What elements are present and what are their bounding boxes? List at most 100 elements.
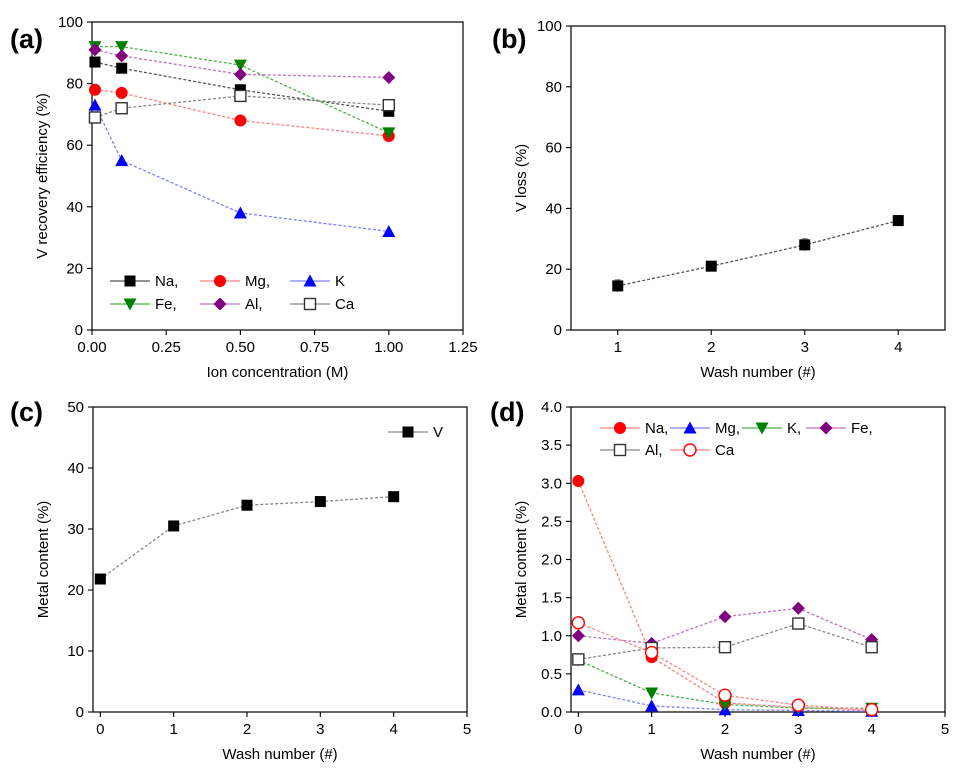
y-tick-label: 3.0 [541,475,562,492]
legend-label: Al, [645,442,663,459]
data-point [94,573,106,585]
legend-marker [303,297,317,311]
series-line [578,689,872,712]
y-axis-label: V recovery efficiency (%) [34,93,51,259]
series-line [94,95,389,119]
legend-label: Mg, [245,273,270,290]
series-line [94,45,390,134]
legend-label: Ca [335,296,355,313]
x-tick-label: 1 [614,339,622,356]
x-tick-label: 1 [169,721,177,738]
data-point [644,645,659,660]
x-tick-label: 5 [463,721,471,738]
legend-marker [303,274,317,287]
data-point [314,496,326,508]
data-point [88,83,101,96]
data-point [115,49,129,63]
data-point [705,260,717,272]
panel-label: (c) [10,397,43,427]
data-point [115,86,128,99]
series-line [578,659,872,709]
y-tick-label: 100 [537,18,562,35]
legend-label: V [433,424,443,441]
series-line [94,49,389,79]
series-line [577,480,872,712]
legend-marker [683,443,697,457]
legend-marker [613,443,627,457]
data-point [233,67,247,81]
series-line [94,89,389,137]
plot-frame [91,21,464,331]
data-point [168,520,180,532]
x-tick-label: 1.00 [374,339,403,356]
legend-label: Al, [245,296,263,313]
y-tick-label: 2.0 [541,552,562,569]
y-tick-label: 80 [545,79,562,96]
data-point [234,114,247,127]
data-point [115,102,128,115]
plot-frame [570,406,946,713]
x-axis-label: Wash number (#) [700,746,815,763]
panel-label: (a) [10,24,43,54]
x-tick-label: 0.00 [77,339,106,356]
y-tick-label: 30 [67,521,84,538]
data-point [382,127,396,140]
data-point [233,206,247,219]
x-axis-label: Ion concentration (M) [207,364,349,381]
data-point [388,491,400,503]
legend-marker [755,422,769,435]
legend-marker [124,275,136,287]
data-point [115,41,129,54]
data-point [88,98,102,111]
data-point [791,601,805,615]
y-tick-label: 0 [75,322,83,339]
y-tick-label: 40 [67,460,84,477]
y-tick-label: 10 [67,643,84,660]
data-point [571,629,585,643]
data-point [791,698,806,712]
x-tick-label: 2 [721,721,729,738]
legend-label: Fe, [155,296,177,313]
x-tick-label: 4 [867,721,875,738]
x-tick-label: 5 [941,721,949,738]
data-point [612,280,624,292]
y-axis-label: Metal content (%) [513,501,530,619]
data-point [645,687,659,700]
x-tick-label: 1.25 [448,339,477,356]
legend-label: Mg, [715,420,740,437]
panel-4: (d) 0 1 2 3 4 5 0.0 0.5 1.0 1.5 2.0 2.5 3.0 3.5 4.0 Wash… [490,397,949,763]
data-point [718,698,732,711]
data-point [645,699,659,712]
x-tick-label: 0 [574,721,582,738]
y-axis-label: Metal content (%) [35,501,52,619]
legend-label: K [335,273,345,290]
y-tick-label: 0 [76,704,84,721]
data-point [116,62,128,74]
data-point [115,154,129,167]
x-tick-label: 4 [389,721,397,738]
legend-marker [614,422,626,434]
data-point [718,610,732,624]
legend-marker [683,421,697,434]
y-tick-label: 20 [66,260,83,277]
x-tick-label: 0 [96,721,104,738]
data-point [382,98,395,112]
y-tick-label: 4.0 [541,399,562,416]
x-tick-label: 1 [647,721,655,738]
x-axis-label: Wash number (#) [222,746,337,763]
x-tick-label: 2 [707,339,715,356]
panel-label: (d) [490,397,524,427]
legend-label: Fe, [851,420,873,437]
x-tick-label: 0.75 [300,339,329,356]
data-point [88,111,102,124]
data-point [241,499,253,511]
legend-label: K, [787,420,801,437]
data-point [382,224,396,237]
y-tick-label: 1.0 [541,628,562,645]
x-tick-label: 3 [316,721,324,738]
data-point [865,640,878,654]
legend-marker [214,275,226,287]
